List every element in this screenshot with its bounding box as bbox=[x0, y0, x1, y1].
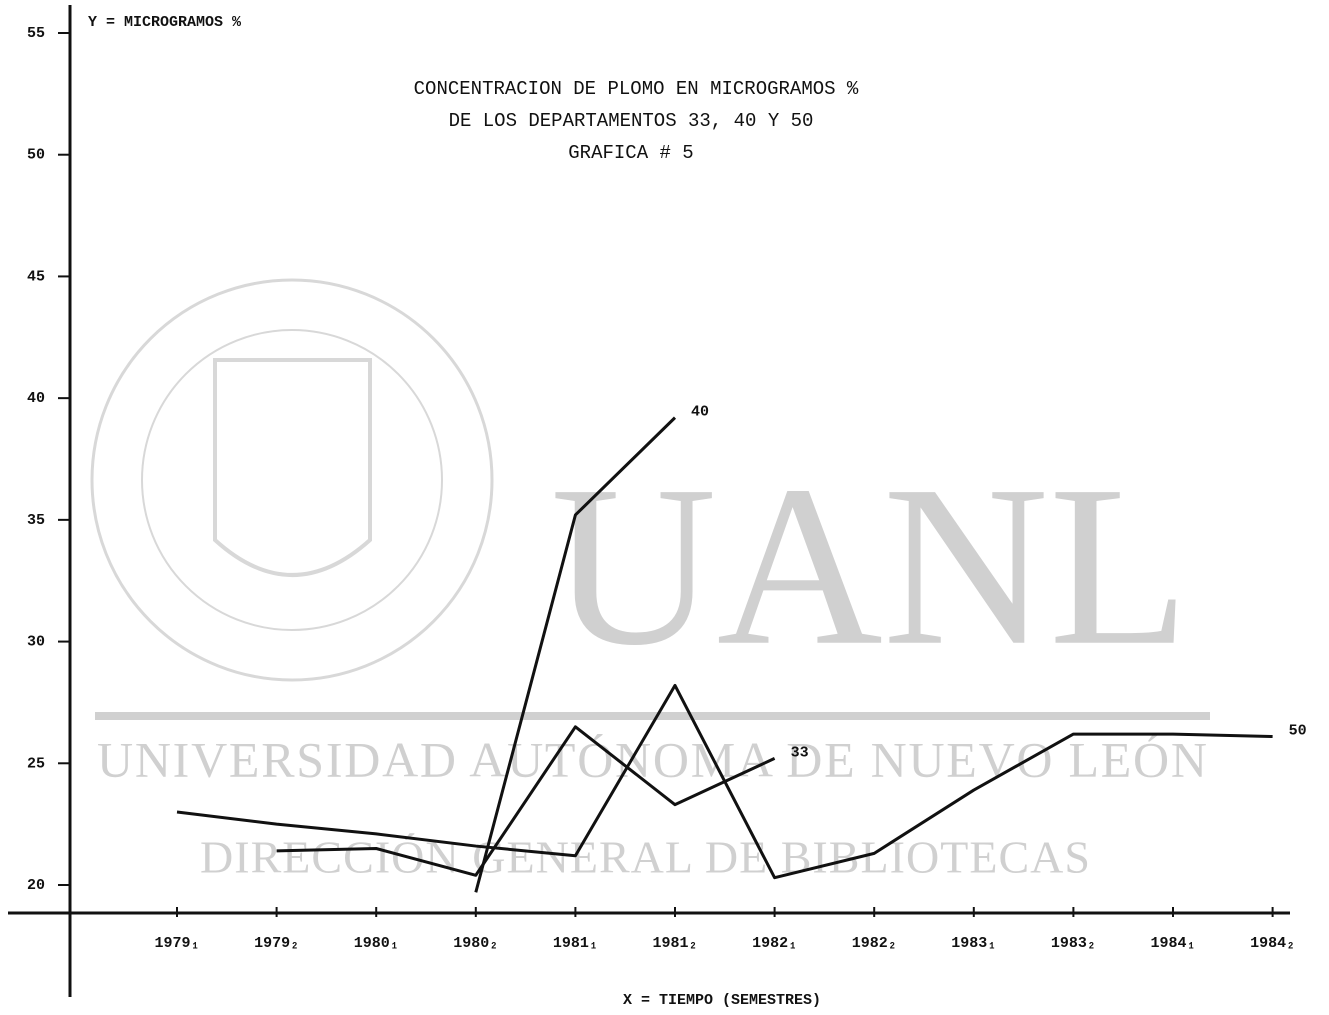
chart-title: CONCENTRACION DE PLOMO EN MICROGRAMOS % bbox=[414, 78, 859, 100]
series-label: 50 bbox=[1289, 722, 1307, 739]
chart-title: DE LOS DEPARTAMENTOS 33, 40 Y 50 bbox=[449, 110, 814, 132]
watermark-text: UANL bbox=[551, 438, 1190, 693]
seal-shield bbox=[213, 358, 372, 577]
x-tick-label: 1984₂ bbox=[1250, 935, 1295, 952]
y-axis-label: Y = MICROGRAMOS % bbox=[88, 14, 242, 31]
y-tick-label: 55 bbox=[27, 25, 45, 42]
watermark-text: UNIVERSIDAD AUTÓNOMA DE NUEVO LEÓN bbox=[97, 731, 1207, 787]
x-tick-label: 1982₂ bbox=[852, 935, 897, 952]
x-tick-label: 1980₂ bbox=[453, 935, 498, 952]
x-axis-label: X = TIEMPO (SEMESTRES) bbox=[623, 992, 821, 1009]
y-tick-label: 40 bbox=[27, 390, 45, 407]
x-tick-label: 1981₁ bbox=[553, 935, 598, 952]
x-tick-label: 1983₂ bbox=[1051, 935, 1096, 952]
chart-title: GRAFICA # 5 bbox=[568, 142, 693, 164]
watermark-text: DIRECCIÓN GENERAL DE BIBLIOTECAS bbox=[200, 832, 1090, 883]
series-line bbox=[176, 683, 1273, 880]
y-tick-label: 20 bbox=[27, 877, 45, 894]
series-line bbox=[276, 725, 776, 877]
y-tick-label: 25 bbox=[27, 755, 45, 772]
watermark-bar bbox=[95, 712, 1210, 720]
y-tick-label: 50 bbox=[27, 147, 45, 164]
y-tick-label: 45 bbox=[27, 268, 45, 285]
x-tick-label: 1984₁ bbox=[1150, 935, 1195, 952]
series-label: 33 bbox=[791, 744, 809, 761]
x-tick-label: 1980₁ bbox=[354, 935, 399, 952]
x-tick-label: 1982₁ bbox=[752, 935, 797, 952]
x-tick-label: 1979₂ bbox=[254, 935, 299, 952]
seal-ring bbox=[90, 278, 494, 682]
y-tick-label: 30 bbox=[27, 634, 45, 651]
x-tick-label: 1983₁ bbox=[951, 935, 996, 952]
watermark: UANL UNIVERSIDAD AUTÓNOMA DE NUEVO LEÓN … bbox=[90, 278, 1210, 883]
x-tick-label: 1979₁ bbox=[154, 935, 199, 952]
series-line bbox=[474, 416, 677, 893]
y-tick-label: 35 bbox=[27, 512, 45, 529]
x-tick-label: 1981₂ bbox=[652, 935, 697, 952]
series-label: 40 bbox=[691, 404, 709, 421]
seal-ring bbox=[141, 329, 443, 631]
